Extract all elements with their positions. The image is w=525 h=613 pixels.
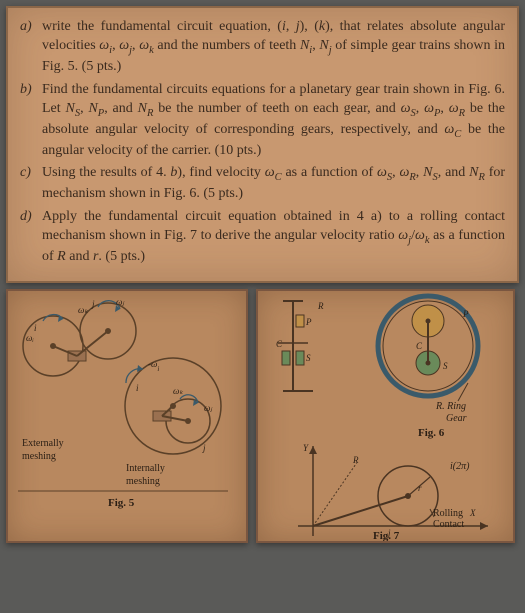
fig6-7-panel: P C S R P S C R. Ring Gear Fig. 6 Y — [256, 289, 515, 543]
fig5-svg: ωᵢ ωₖ ωⱼ i j -ωi ωₖ ωⱼ i j Externally me… — [8, 291, 246, 541]
problem-b: b) Find the fundamental circuits equatio… — [20, 81, 505, 161]
problem-c-label: c) — [20, 164, 42, 204]
problem-a-label: a) — [20, 18, 42, 77]
fig5-panel: ωᵢ ωₖ ωⱼ i j -ωi ωₖ ωⱼ i j Externally me… — [6, 289, 248, 543]
fig7-R: R — [352, 455, 359, 465]
problem-a-body: write the fundamental circuit equation, … — [42, 18, 505, 77]
fig6-ring-label-2: Gear — [446, 413, 467, 424]
fig7-caption: Fig. 7 — [373, 530, 400, 541]
fig5-ext-label-1: Externally — [22, 438, 64, 449]
fig6-7-svg: P C S R P S C R. Ring Gear Fig. 6 Y — [258, 291, 513, 541]
problem-d-body: Apply the fundamental circuit equation o… — [42, 208, 505, 267]
problem-c: c) Using the results of 4. b), find velo… — [20, 164, 505, 204]
fig7-iparam: i(2π) — [450, 461, 470, 472]
fig6-S-2: S — [443, 361, 448, 371]
problem-b-body: Find the fundamental circuits equations … — [42, 81, 505, 161]
fig5-omega-j: ωⱼ — [116, 297, 125, 307]
fig5-int-label-2: meshing — [126, 476, 160, 487]
fig6-caption: Fig. 6 — [418, 427, 445, 439]
fig7-rolling-2: Contact — [433, 519, 464, 530]
problem-c-body: Using the results of 4. b), find velocit… — [42, 164, 505, 204]
fig6-C-2: C — [416, 341, 423, 351]
fig6-P-2: P — [462, 309, 469, 319]
fig7-X: X — [469, 508, 476, 518]
fig5-int-label-1: Internally — [126, 463, 165, 474]
fig5-caption: Fig. 5 — [108, 497, 135, 509]
fig6-R-1: R — [317, 301, 324, 311]
fig5-omega-j-2: ωⱼ — [204, 403, 213, 413]
fig6-ring-label-1: R. Ring — [435, 401, 466, 412]
fig7-rolling-1: Rolling — [433, 508, 463, 519]
fig7-Y: Y — [303, 443, 309, 453]
problem-d-label: d) — [20, 208, 42, 267]
figures-row: ωᵢ ωₖ ωⱼ i j -ωi ωₖ ωⱼ i j Externally me… — [6, 289, 519, 543]
fig7-r: r — [418, 483, 422, 493]
fig5-i-2: i — [136, 383, 139, 393]
fig6-S-1: S — [306, 353, 311, 363]
fig5-omega-k-1: ωₖ — [78, 305, 88, 315]
fig5-ext-label-2: meshing — [22, 451, 56, 462]
fig5-j-1: j — [91, 299, 95, 309]
fig5-omega-i: ωᵢ — [26, 333, 34, 343]
fig6-C-1: C — [276, 339, 283, 349]
problem-text-panel: a) write the fundamental circuit equatio… — [6, 6, 519, 283]
problem-d: d) Apply the fundamental circuit equatio… — [20, 208, 505, 267]
problem-a: a) write the fundamental circuit equatio… — [20, 18, 505, 77]
fig5-i-1: i — [34, 323, 37, 333]
fig5-omega-k-2: ωₖ — [173, 386, 183, 396]
problem-b-label: b) — [20, 81, 42, 161]
fig5-j-2: j — [202, 443, 206, 453]
fig6-P-1: P — [305, 317, 312, 327]
